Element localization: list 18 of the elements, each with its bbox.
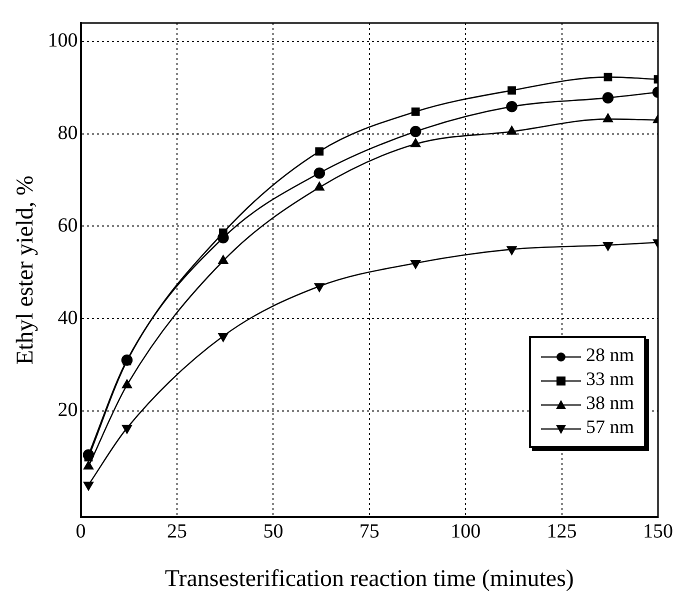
x-tick-label: 125 bbox=[546, 520, 577, 542]
x-tick-label: 150 bbox=[643, 520, 673, 542]
y-tick-label: 100 bbox=[48, 30, 78, 52]
x-axis-title: Transesterification reaction time (minutes) bbox=[164, 566, 574, 592]
y-tick-label: 80 bbox=[58, 122, 78, 144]
y-axis-title: Ethyl ester yield, % bbox=[12, 175, 39, 365]
x-tick-label: 25 bbox=[167, 520, 187, 542]
legend-label: 28 nm bbox=[586, 345, 634, 366]
legend-label: 33 nm bbox=[586, 369, 634, 390]
legend-label: 57 nm bbox=[586, 417, 634, 438]
y-tick-label: 20 bbox=[58, 399, 78, 422]
x-tick-label: 50 bbox=[263, 520, 284, 542]
y-tick-label: 60 bbox=[58, 214, 78, 236]
x-tick-label: 75 bbox=[359, 520, 380, 542]
x-tick-label: 0 bbox=[76, 520, 86, 542]
legend-label: 38 nm bbox=[586, 393, 634, 414]
y-tick-label: 40 bbox=[58, 306, 78, 329]
x-tick-label: 100 bbox=[450, 520, 481, 542]
